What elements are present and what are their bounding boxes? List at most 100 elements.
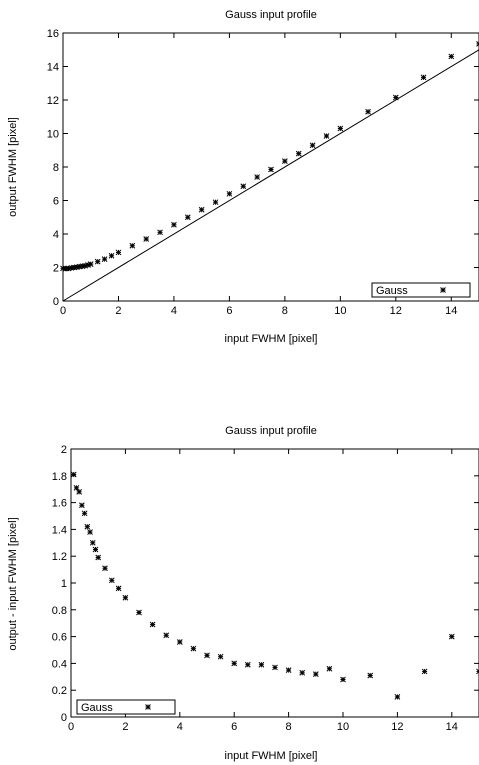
data-point xyxy=(108,577,115,584)
data-point xyxy=(89,539,96,546)
mark-group xyxy=(60,41,479,302)
data-point xyxy=(81,510,88,517)
y-tick-label: 16 xyxy=(47,28,59,40)
data-point xyxy=(282,158,288,164)
x-tick-label: 14 xyxy=(446,721,458,733)
data-point xyxy=(204,652,210,659)
y-tick-label: 10 xyxy=(47,129,59,141)
chart-top: Gauss input profile input FWHM [pixel] o… xyxy=(7,9,479,345)
data-point xyxy=(299,669,306,676)
y-tick-label: 1 xyxy=(61,578,67,590)
y-tick-label: 8 xyxy=(53,162,59,174)
chart-title: Gauss input profile xyxy=(225,425,317,437)
plot-frame xyxy=(70,448,479,718)
data-point xyxy=(115,249,122,256)
chart-bottom: Gauss input profile input FWHM [pixel] o… xyxy=(7,425,479,762)
y-tick-label: 14 xyxy=(47,62,59,74)
data-point xyxy=(76,489,83,495)
y-tick-label: 0.2 xyxy=(52,685,67,697)
y-tick-label: 4 xyxy=(53,229,59,241)
y-tick-label: 0.8 xyxy=(52,605,67,617)
x-tick-label: 8 xyxy=(286,721,292,733)
data-point xyxy=(392,94,399,101)
data-point xyxy=(94,258,101,265)
data-point xyxy=(340,676,346,683)
data-point xyxy=(163,632,170,639)
y-tick-label: 1.4 xyxy=(52,524,67,536)
y-tick-label: 2 xyxy=(61,444,67,456)
x-tick-label: 0 xyxy=(68,721,74,733)
data-point xyxy=(448,633,455,640)
data-point xyxy=(92,546,99,553)
data-point xyxy=(268,166,274,173)
legend-label: Gauss xyxy=(376,285,408,297)
legend-marker-star xyxy=(145,704,151,710)
x-tick-label: 6 xyxy=(231,721,237,733)
x-tick-label: 10 xyxy=(337,721,349,733)
data-point xyxy=(101,256,108,262)
data-point xyxy=(115,585,122,592)
data-point xyxy=(476,41,479,47)
data-point xyxy=(122,594,129,601)
tick-group: 0 2 4 6 8 10 12 14 0 2 4 6 8 10 12 14 16 xyxy=(47,28,479,317)
x-tick-label: 6 xyxy=(226,305,232,317)
data-point xyxy=(176,639,183,645)
y-tick-label: 0 xyxy=(53,296,59,308)
y-tick-label: 1.8 xyxy=(52,471,67,483)
data-point xyxy=(295,150,302,157)
chart-title: Gauss input profile xyxy=(225,9,317,21)
x-axis-label: input FWHM [pixel] xyxy=(225,750,318,762)
x-tick-label: 0 xyxy=(60,305,66,317)
data-point xyxy=(198,206,205,213)
data-point xyxy=(394,694,401,700)
data-point xyxy=(476,668,479,675)
data-point xyxy=(254,174,260,180)
data-point xyxy=(337,125,344,132)
data-point xyxy=(367,672,374,679)
y-tick-label: 2 xyxy=(53,263,59,275)
y-tick-label: 0.6 xyxy=(52,632,67,644)
data-point xyxy=(272,664,278,671)
legend-box xyxy=(76,699,176,715)
data-point xyxy=(87,529,93,535)
legend-marker-star xyxy=(440,287,446,293)
legend-marker xyxy=(440,287,446,293)
data-point xyxy=(149,621,156,628)
data-point xyxy=(136,609,142,616)
mark-group xyxy=(70,471,479,700)
data-point xyxy=(184,214,191,221)
data-point xyxy=(102,565,108,572)
data-point xyxy=(129,242,136,249)
x-axis-label: input FWHM [pixel] xyxy=(225,333,318,345)
data-point xyxy=(244,661,251,668)
data-point xyxy=(309,142,316,149)
data-point xyxy=(84,523,91,530)
y-tick-label: 1.6 xyxy=(52,498,67,510)
data-point xyxy=(157,229,163,236)
legend-box xyxy=(371,282,471,298)
data-point xyxy=(420,74,427,81)
plot-frame xyxy=(62,32,479,302)
data-point xyxy=(365,108,371,115)
data-point xyxy=(171,221,177,228)
data-point xyxy=(323,133,330,139)
data-point xyxy=(240,183,247,190)
data-point xyxy=(258,661,265,668)
data-point xyxy=(73,485,80,491)
data-point xyxy=(70,471,77,478)
data-point xyxy=(143,236,150,242)
data-point xyxy=(226,190,233,197)
data-point xyxy=(448,53,455,60)
data-point xyxy=(87,261,94,268)
y-axis-label: output FWHM [pixel] xyxy=(7,117,19,217)
data-point xyxy=(95,554,102,561)
data-point xyxy=(190,645,197,652)
reference-line xyxy=(62,49,479,302)
y-tick-label: 12 xyxy=(47,95,59,107)
x-tick-label: 12 xyxy=(391,721,403,733)
x-tick-label: 2 xyxy=(122,721,128,733)
data-point xyxy=(108,252,115,259)
x-tick-label: 4 xyxy=(177,721,183,733)
data-point xyxy=(212,199,219,206)
